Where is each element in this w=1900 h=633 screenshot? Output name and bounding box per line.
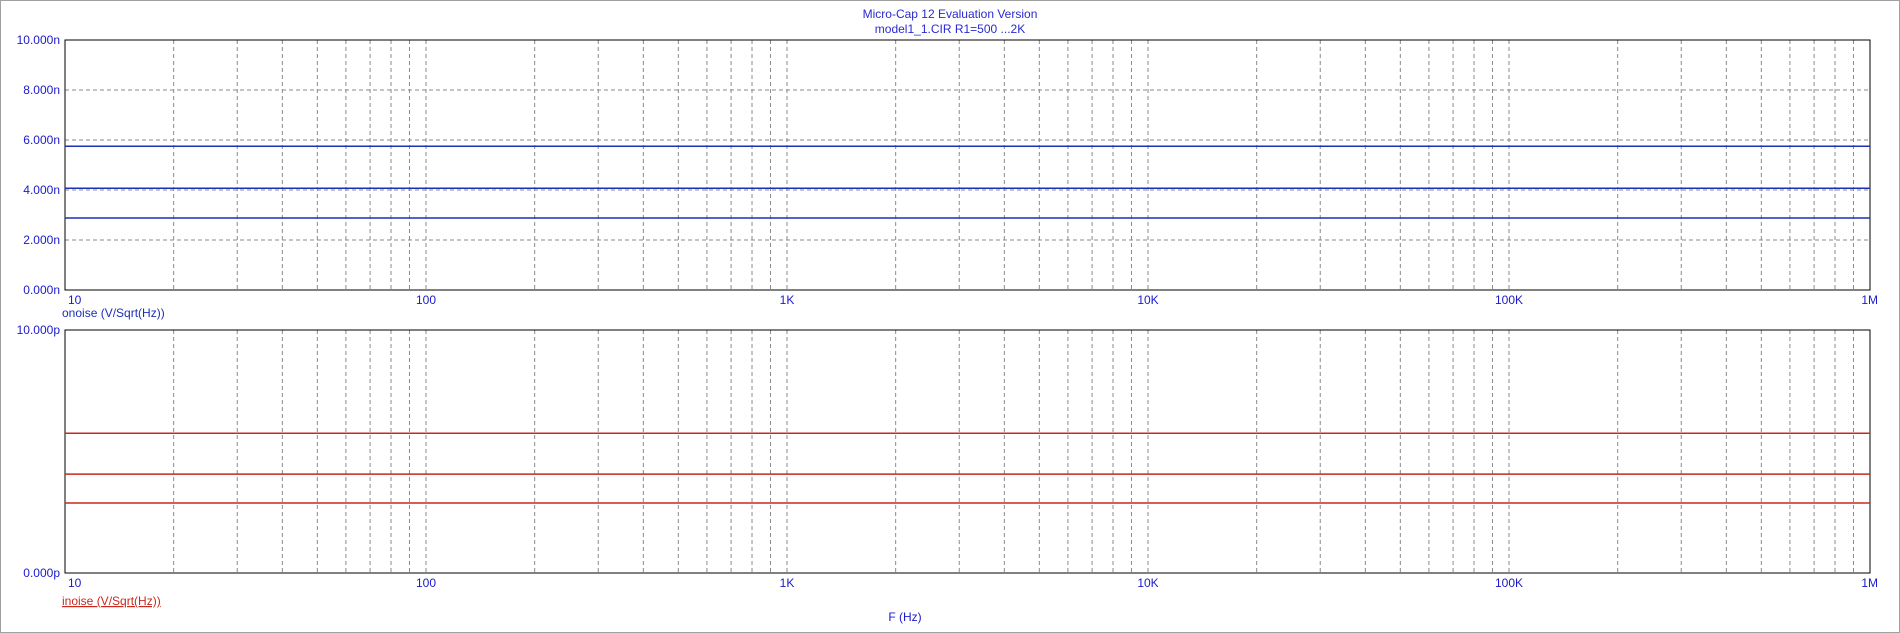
y-tick-label: 10.000n [17,33,60,47]
x-tick-label: 10 [68,576,82,590]
y-tick-label: 8.000n [23,83,60,97]
x-tick-label: 1K [780,576,795,590]
x-tick-label: 10K [1137,293,1158,307]
y-tick-label: 0.000n [23,283,60,297]
y-tick-label: 6.000n [23,133,60,147]
x-tick-label: 1M [1861,293,1878,307]
window-title-line2: model1_1.CIR R1=500 ...2K [875,22,1025,36]
onoise-panel[interactable]: 0.000n 2.000n 4.000n 6.000n 8.000n 10.000n 10 1… [17,33,1878,320]
y-tick-label: 0.000p [23,566,60,580]
plot-frame [64,39,1871,291]
window-title-line1: Micro-Cap 12 Evaluation Version [863,7,1038,21]
x-tick-label: 1M [1861,576,1878,590]
x-tick-label: 1K [780,293,795,307]
x-tick-label: 10K [1137,576,1158,590]
y-tick-label: 4.000n [23,183,60,197]
x-tick-label: 100K [1495,576,1523,590]
y-tick-label: 10.000p [17,323,61,337]
x-tick-label: 100 [416,576,436,590]
x-axis-label: F (Hz) [888,610,921,624]
inoise-axis-caption[interactable]: inoise (V/Sqrt(Hz)) [62,594,161,608]
plot-frame [64,329,1871,574]
onoise-axis-caption[interactable]: onoise (V/Sqrt(Hz)) [62,306,165,320]
inoise-panel[interactable]: 0.000p 10.000p 10 100 1K 10K 100K 1M inoise (V/S… [17,323,1878,608]
x-tick-label: 100 [416,293,436,307]
x-tick-label: 10 [68,293,82,307]
x-tick-label: 100K [1495,293,1523,307]
y-tick-label: 2.000n [23,233,60,247]
